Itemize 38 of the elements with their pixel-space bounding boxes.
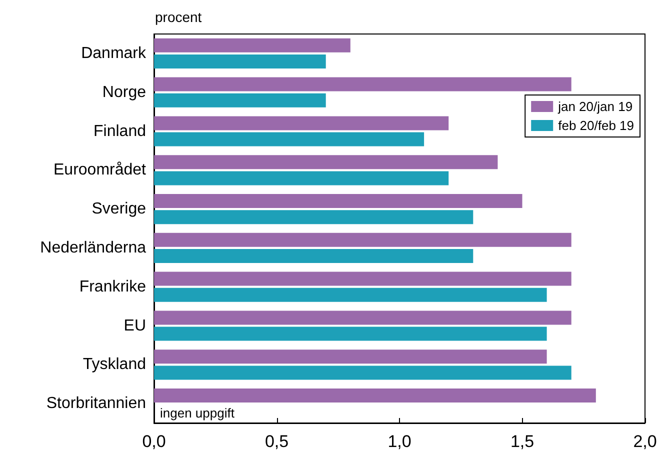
y-tick-label: Nederländerna (40, 239, 146, 256)
y-tick-label: Euroområdet (54, 162, 147, 179)
bar (154, 132, 424, 146)
bar (154, 288, 547, 302)
bar (154, 310, 572, 325)
y-tick-label: Norge (102, 84, 146, 101)
bar (154, 155, 498, 170)
annotation: ingen uppgift (160, 406, 235, 421)
y-tick-label: Frankrike (79, 278, 146, 296)
bar (154, 232, 572, 247)
bar (154, 194, 522, 208)
bar (154, 272, 572, 286)
bar (154, 210, 474, 224)
bar (154, 350, 547, 364)
bar (154, 366, 572, 380)
bar (154, 388, 596, 402)
y-tick-label: Storbritannien (46, 395, 146, 412)
bar (154, 54, 326, 68)
x-tick-label: 0,0 (142, 432, 166, 450)
legend-label: feb 20/feb 19 (558, 118, 634, 133)
x-axis-title: procent (155, 9, 202, 25)
bar (154, 326, 547, 341)
y-tick-label: Tyskland (82, 356, 146, 374)
y-tick-label: Danmark (81, 44, 147, 62)
bar (154, 171, 449, 186)
x-tick-label: 2,0 (633, 432, 657, 450)
bar (154, 249, 474, 263)
x-tick-label: 1,5 (510, 432, 534, 450)
x-tick-label: 1,0 (388, 432, 412, 450)
bar (154, 77, 572, 92)
legend-label: jan 20/jan 19 (557, 99, 633, 114)
y-tick-label: EU (124, 317, 146, 334)
y-tick-label: Finland (94, 122, 146, 140)
x-tick-label: 0,5 (264, 432, 289, 450)
bar (154, 93, 326, 108)
bar (154, 38, 350, 52)
y-tick-label: Sverige (92, 200, 146, 218)
bar (154, 116, 449, 130)
